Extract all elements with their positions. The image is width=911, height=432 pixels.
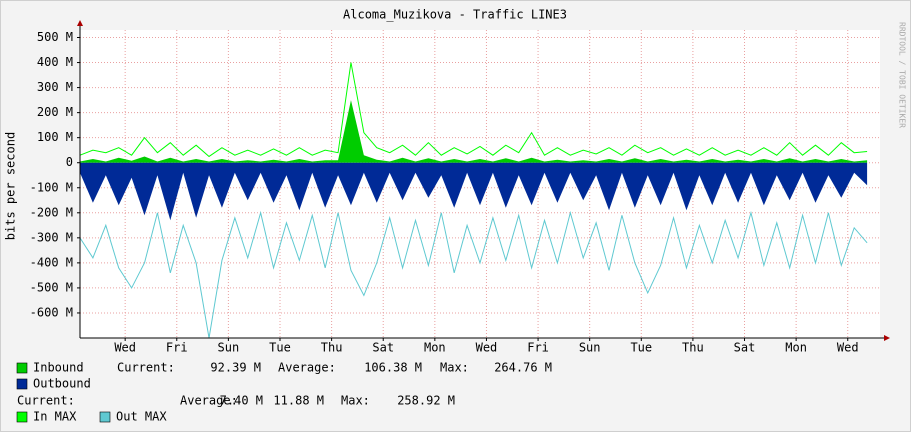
- marks: [79, 62, 868, 339]
- x-tick-label: Tue: [630, 341, 652, 355]
- chart-title: Alcoma_Muzikova - Traffic LINE3: [343, 8, 567, 22]
- legend-swatch: [16, 411, 28, 423]
- x-tick-label: Wed: [837, 341, 859, 355]
- legend-swatch: [16, 362, 28, 374]
- x-tick-label: Thu: [321, 341, 343, 355]
- x-tick-label: Mon: [785, 341, 807, 355]
- line-series: [79, 210, 868, 339]
- line-series: [79, 62, 868, 158]
- x-tick-label: Sun: [218, 341, 240, 355]
- y-tick-label: 200 M: [37, 105, 73, 119]
- stat-label: Average:: [180, 394, 238, 408]
- y-axis-label: bits per second: [4, 132, 18, 240]
- x-tick-label: Mon: [424, 341, 446, 355]
- stat-label: Current:: [17, 394, 75, 408]
- axes: [77, 20, 890, 341]
- stat-label: Max:: [341, 394, 370, 408]
- y-arrow: [77, 20, 83, 26]
- y-tick-label: -300 M: [30, 230, 73, 244]
- y-tick-label: 0: [66, 155, 73, 169]
- x-tick-label: Sun: [579, 341, 601, 355]
- x-tick-label: Sat: [372, 341, 394, 355]
- stat-label: Max:: [440, 361, 469, 375]
- stat-value: 106.38 M: [364, 361, 422, 375]
- y-tick-label: -100 M: [30, 180, 73, 194]
- area-series: [80, 162, 868, 221]
- y-tick-label: 100 M: [37, 130, 73, 144]
- legend-label: Inbound: [33, 361, 84, 375]
- x-tick-label: Thu: [682, 341, 704, 355]
- stat-value: 11.88 M: [273, 394, 324, 408]
- stat-value: 7.40 M: [220, 394, 263, 408]
- legend-label: Outbound: [33, 377, 91, 391]
- y-tick-label: 300 M: [37, 80, 73, 94]
- y-tick-label: 400 M: [37, 55, 73, 69]
- x-tick-label: Fri: [527, 341, 549, 355]
- stat-label: Average:: [278, 361, 336, 375]
- x-arrow: [884, 335, 890, 341]
- y-tick-label: 500 M: [37, 30, 73, 44]
- y-tick-label: -600 M: [30, 305, 73, 319]
- stat-value: 92.39 M: [210, 361, 261, 375]
- x-tick-label: Wed: [476, 341, 498, 355]
- y-tick-label: -500 M: [30, 280, 73, 294]
- x-tick-label: Wed: [114, 341, 136, 355]
- legend-label: Out MAX: [116, 410, 167, 424]
- legend-swatch: [99, 411, 111, 423]
- legend-swatch: [16, 378, 28, 390]
- watermark: RRDTOOL / TOBI OETIKER: [898, 22, 907, 128]
- stat-label: Current:: [117, 361, 175, 375]
- y-tick-label: -400 M: [30, 255, 73, 269]
- x-tick-label: Fri: [166, 341, 188, 355]
- x-tick-label: Tue: [269, 341, 291, 355]
- legend: Inbound Current: 92.39 M Average: 106.38 M Ma…: [16, 361, 552, 424]
- y-tick-label: -200 M: [30, 205, 73, 219]
- stat-value: 258.92 M: [397, 394, 455, 408]
- legend-label: In MAX: [33, 410, 77, 424]
- x-tick-label: Sat: [734, 341, 756, 355]
- stat-value: 264.76 M: [494, 361, 552, 375]
